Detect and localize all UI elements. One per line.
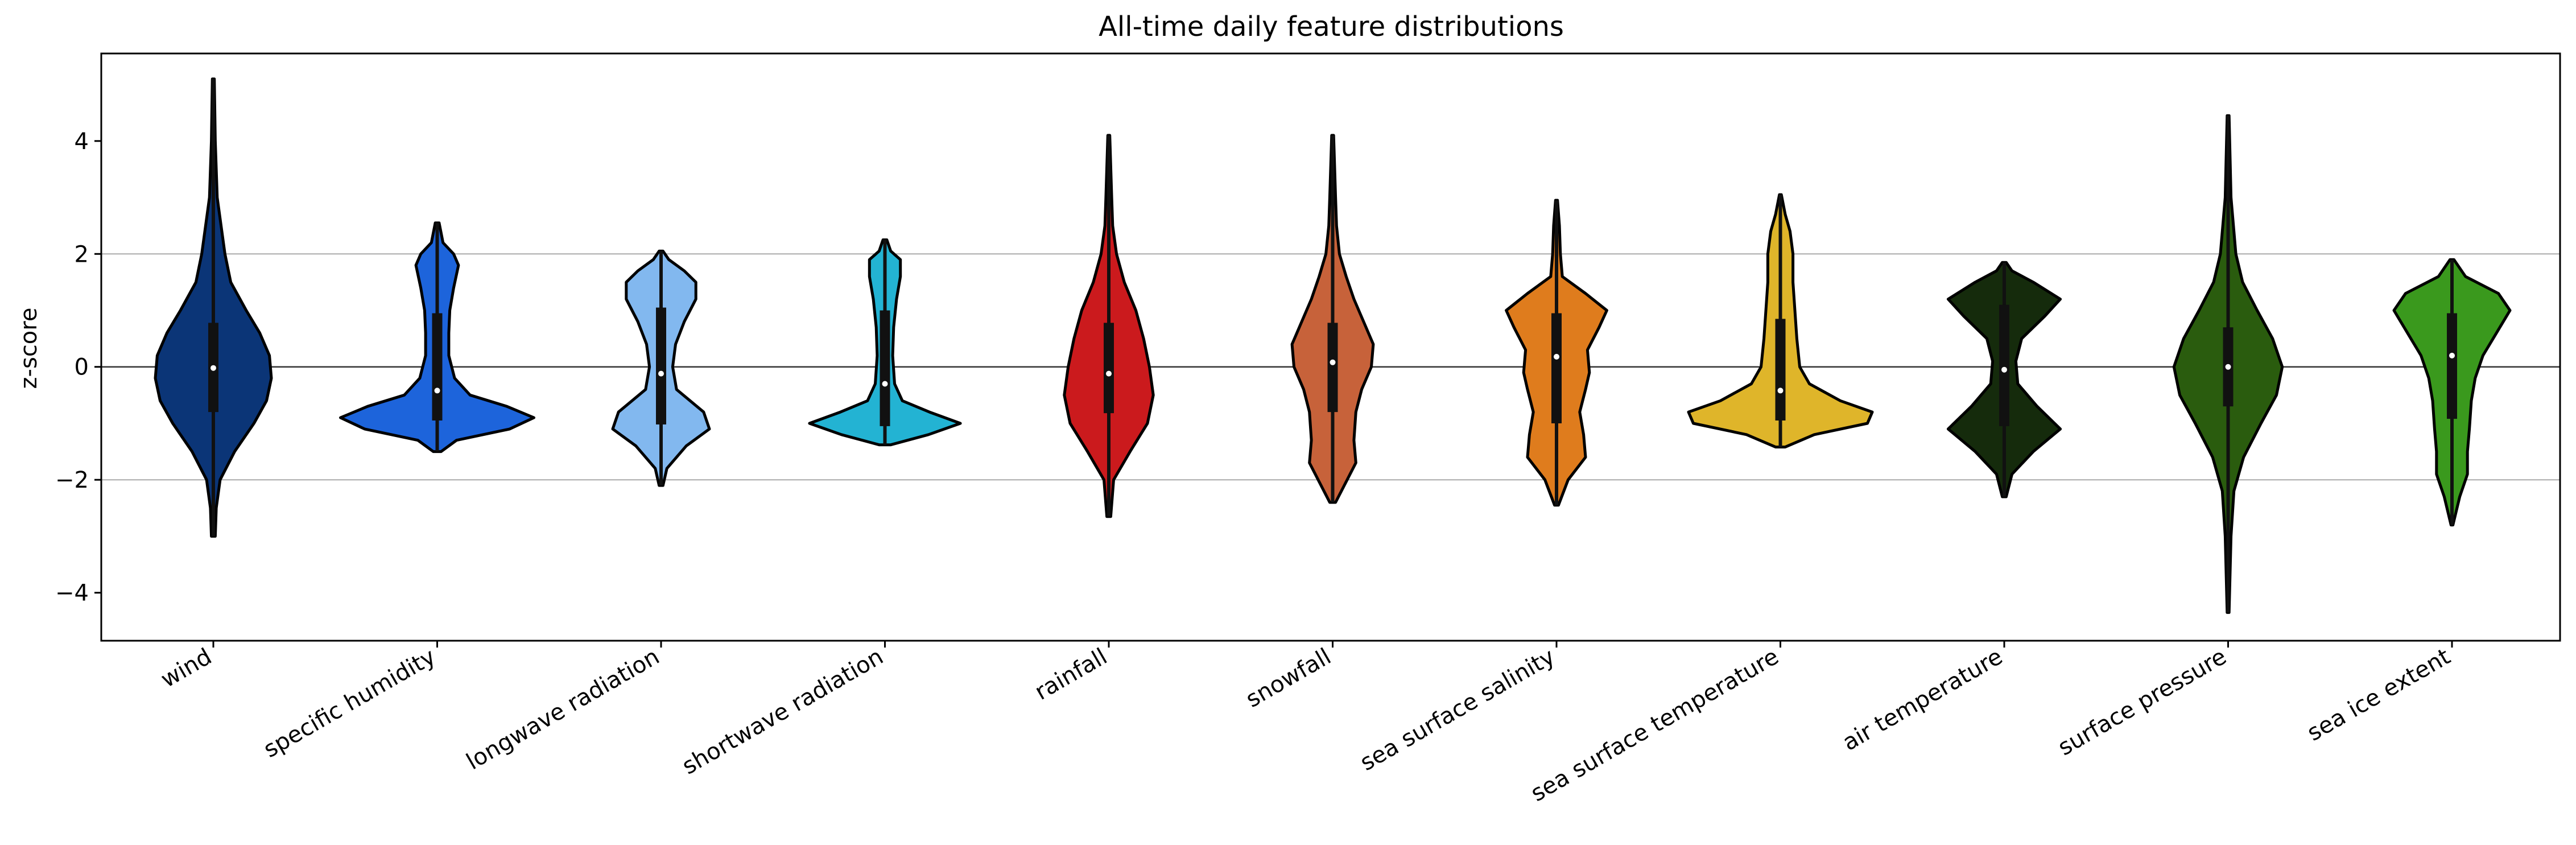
x-tick-label: specific humidity xyxy=(259,644,440,763)
violin-median-point xyxy=(1554,353,1559,360)
violin-iqr-box xyxy=(1999,304,2009,426)
violin-median-point xyxy=(2001,366,2007,373)
x-axis: wind specific humidity longwave radiation s… xyxy=(156,641,2455,807)
violin-median-point xyxy=(658,370,664,377)
violin-shortwave-radiation xyxy=(808,238,962,447)
y-axis-label: z-score xyxy=(16,308,42,389)
violin-iqr-box xyxy=(2447,313,2457,419)
violin-snowfall xyxy=(1290,134,1375,504)
violin-surface-pressure xyxy=(2172,114,2284,614)
violin-iqr-box xyxy=(880,310,890,426)
violin-sea-surface-temperature xyxy=(1687,193,1874,449)
violin-median-point xyxy=(210,365,216,371)
violin-iqr-box xyxy=(432,313,443,421)
violin-iqr-box xyxy=(1327,323,1338,413)
y-tick-label: −2 xyxy=(55,467,89,493)
plot-area-frame xyxy=(100,52,2561,642)
chart-title: All-time daily feature distributions xyxy=(1099,11,1564,43)
y-tick-label: 4 xyxy=(75,129,89,155)
x-tick-label: rainfall xyxy=(1030,644,1112,706)
violin-median-point xyxy=(2449,352,2455,358)
violin-iqr-box xyxy=(1104,323,1114,414)
violin-rainfall xyxy=(1063,134,1155,518)
x-tick-label: air temperature xyxy=(1838,644,2007,756)
violin-iqr-box xyxy=(1551,313,1562,423)
x-tick-label: shortwave radiation xyxy=(678,644,887,780)
violin-median-point xyxy=(1106,370,1112,377)
violin-longwave-radiation xyxy=(611,249,711,487)
violin-sea-ice-extent xyxy=(2392,258,2512,527)
y-tick-label: −4 xyxy=(55,580,89,607)
violin-specific-humidity xyxy=(339,221,535,454)
y-tick-label: 2 xyxy=(75,241,89,267)
violin-median-point xyxy=(1777,388,1784,394)
y-tick-label: 0 xyxy=(75,355,89,381)
violins xyxy=(154,77,2512,614)
x-tick-label: sea ice extent xyxy=(2303,644,2455,747)
x-tick-label: snowfall xyxy=(1241,644,1335,713)
violin-sea-surface-salinity xyxy=(1505,199,1608,507)
x-tick-label: wind xyxy=(156,644,216,693)
violin-iqr-box xyxy=(656,307,666,424)
violin-wind xyxy=(154,77,273,538)
x-tick-label: surface pressure xyxy=(2054,644,2231,761)
violin-median-point xyxy=(882,381,888,387)
x-tick-label: sea surface salinity xyxy=(1356,644,1559,776)
violin-air-temperature xyxy=(1946,261,2062,498)
x-tick-label: longwave radiation xyxy=(462,644,664,775)
y-axis: −4 −2 0 2 4 xyxy=(55,129,101,607)
x-tick-label: sea surface temperature xyxy=(1526,644,1783,807)
violin-median-point xyxy=(1330,359,1336,365)
violin-iqr-box xyxy=(1775,319,1786,421)
violin-median-point xyxy=(434,388,440,394)
violin-median-point xyxy=(2225,364,2231,370)
